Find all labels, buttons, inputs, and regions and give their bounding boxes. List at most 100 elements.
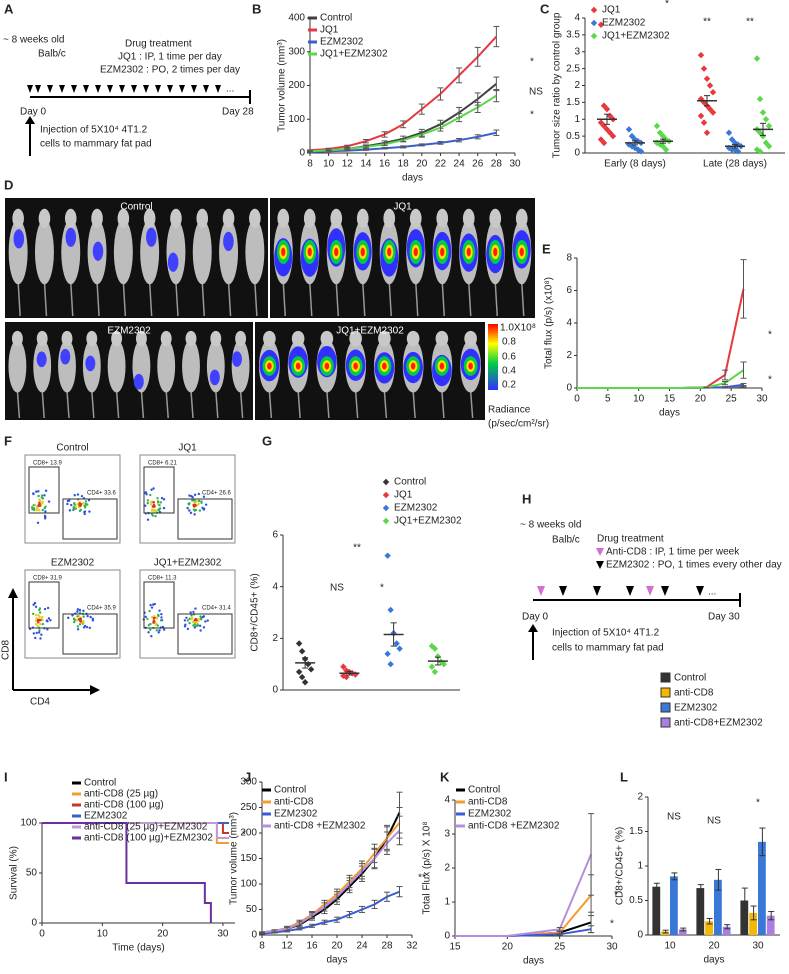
mouse-head: [64, 208, 77, 228]
bar: [714, 879, 722, 935]
mouse-head: [464, 330, 477, 347]
point: [709, 109, 717, 116]
event: [194, 508, 198, 512]
mouse-tail: [140, 390, 145, 419]
y-tick-label: 2.5: [566, 63, 580, 74]
x-tick-label: 28: [491, 159, 503, 170]
mouse-tail: [521, 281, 525, 317]
bar: [766, 915, 775, 935]
plot-title: Control: [56, 443, 88, 454]
mouse-head: [222, 208, 235, 228]
event: [83, 504, 87, 508]
legend-label: JQ1+EZM2302: [320, 49, 388, 60]
legend-label: anti-CD8+EZM2302: [674, 718, 763, 729]
event: [33, 601, 37, 605]
event: [66, 502, 69, 506]
mouse-head: [36, 330, 48, 347]
dose-marker: [143, 85, 149, 93]
x-tick-label: 30: [606, 942, 618, 953]
mouse-tail: [362, 281, 366, 317]
signal: [133, 373, 144, 390]
event: [82, 609, 85, 613]
mouse-tail: [412, 390, 416, 419]
gate-label: CD4+ 33.6: [87, 491, 117, 497]
dose-marker: [131, 85, 137, 93]
mouse-tail: [70, 281, 74, 317]
start-day: Day 0: [20, 107, 47, 118]
event: [46, 628, 49, 631]
event: [154, 623, 158, 627]
x-tick-label: 12: [342, 159, 354, 170]
event: [152, 603, 155, 606]
y-tick-label: 3: [444, 829, 450, 840]
gate: [143, 581, 175, 629]
treatment-line: JQ1 : IP, 1 time per day: [118, 52, 222, 63]
event: [185, 616, 188, 620]
signal: [92, 241, 104, 261]
mouse-tail: [354, 390, 359, 419]
bar: [696, 888, 705, 935]
dose-marker: [119, 85, 125, 93]
legend-label: anti-CD8 (25 µg): [84, 789, 158, 800]
y-tick-label: 3: [574, 46, 580, 57]
event: [206, 619, 209, 622]
event: [197, 492, 201, 496]
point: [765, 122, 773, 130]
bar: [740, 900, 749, 935]
x-tick-label: 16: [379, 159, 391, 170]
event: [37, 621, 40, 624]
annotation: NS: [707, 816, 721, 827]
x-tick-label: 5: [605, 394, 611, 405]
mouse-head: [320, 330, 334, 347]
mouse-body: [8, 219, 28, 285]
dose-marker: [47, 85, 53, 93]
mouse-head: [111, 330, 123, 347]
event: [188, 502, 191, 505]
signal: [295, 362, 301, 370]
y-tick-label: 0: [299, 148, 305, 159]
y-tick-label: 0: [31, 918, 37, 929]
event: [150, 635, 153, 638]
scale-tick: 0.6: [502, 352, 516, 363]
event: [201, 615, 205, 619]
signal: [13, 229, 25, 249]
mouse-head: [117, 208, 130, 228]
y-tick-label: 150: [240, 853, 257, 864]
event: [79, 619, 82, 623]
legend-label: anti-CD8 (100 µg)+EZM2302: [84, 833, 213, 844]
point: [709, 89, 717, 96]
event: [160, 496, 164, 500]
y-tick-label: 50: [246, 904, 258, 915]
y-tick-label: 2: [444, 863, 450, 874]
line: [42, 822, 229, 839]
mouse-tail: [96, 281, 100, 317]
event: [88, 510, 91, 513]
event: [189, 611, 192, 614]
event: [149, 628, 152, 631]
panel-letter: D: [4, 177, 13, 192]
bar: [670, 876, 678, 935]
panel-letter: E: [542, 241, 551, 256]
event: [78, 623, 82, 626]
y-tick-label: 8: [566, 253, 572, 264]
annotation: *: [768, 375, 772, 386]
mouse-tail: [239, 390, 244, 419]
x-tick-label: 14: [360, 159, 372, 170]
legend-label: anti-CD8: [674, 688, 714, 699]
event: [34, 636, 37, 640]
x-tick-label: 20: [157, 929, 169, 940]
x-axis-label: days: [659, 408, 680, 419]
mouse-tail: [148, 281, 153, 317]
dose-marker: [593, 586, 601, 596]
treatment-line: Anti-CD8 : IP, 1 time per week: [606, 547, 740, 558]
event: [149, 503, 153, 506]
line: [42, 822, 212, 923]
annotation: *: [242, 830, 246, 841]
event: [158, 507, 162, 510]
point: [301, 679, 309, 686]
annotation: **: [703, 17, 711, 28]
legend-label: JQ1: [320, 25, 339, 36]
mouse-head: [12, 208, 24, 228]
gate-label: CD8+ 6.21: [148, 461, 178, 467]
scale-tick: 1.0X10⁸: [500, 323, 536, 334]
